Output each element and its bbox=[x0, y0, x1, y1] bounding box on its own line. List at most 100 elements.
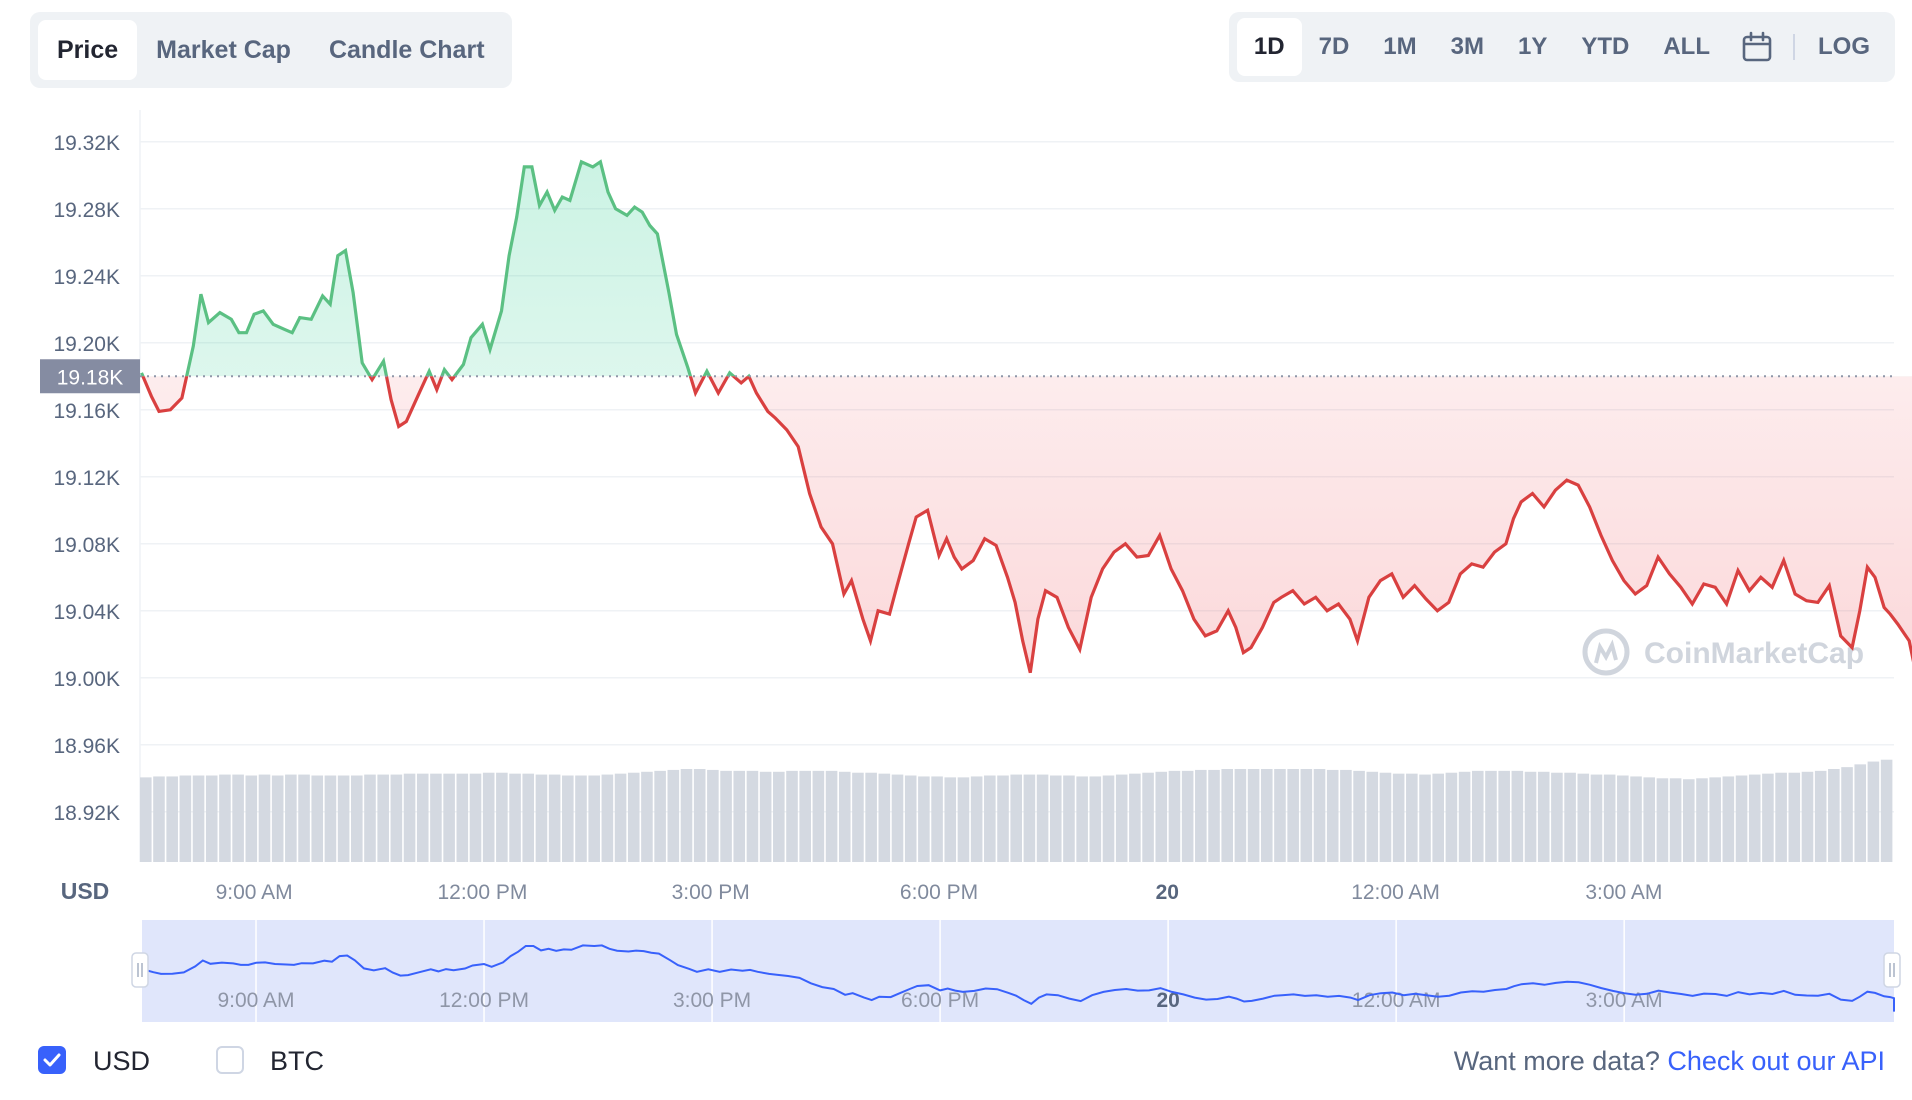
volume-bar bbox=[575, 775, 587, 862]
range-3m-button[interactable]: 3M bbox=[1450, 33, 1484, 60]
watermark-text: CoinMarketCap bbox=[1644, 637, 1864, 670]
log-scale-button[interactable]: LOG bbox=[1818, 33, 1870, 60]
calendar-button[interactable] bbox=[1727, 31, 1787, 63]
volume-bar bbox=[1287, 769, 1299, 862]
volume-bar bbox=[1340, 769, 1352, 862]
volume-bar bbox=[1630, 776, 1642, 862]
range-1m-button[interactable]: 1M bbox=[1383, 33, 1417, 60]
volume-bar bbox=[891, 774, 904, 862]
api-link[interactable]: Check out our API bbox=[1667, 1046, 1885, 1076]
volume-bar bbox=[1458, 771, 1471, 862]
x-tick-label: 20 bbox=[1156, 881, 1179, 904]
volume-bar bbox=[1788, 772, 1801, 862]
volume-bar bbox=[298, 774, 310, 862]
y-axis: 19.32K 19.28K 19.24K 19.20K 19.16K 19.12K 19.0… bbox=[53, 132, 120, 825]
volume-bar bbox=[838, 771, 851, 862]
volume-bar bbox=[1801, 771, 1814, 862]
volume-bar bbox=[654, 770, 666, 862]
volume-bar bbox=[324, 775, 337, 862]
volume-bar bbox=[1181, 770, 1194, 862]
y-tick-label: 19.12K bbox=[53, 467, 120, 490]
navigator-handle-right-icon[interactable] bbox=[1883, 952, 1901, 988]
volume-bar bbox=[1168, 770, 1181, 862]
y-tick-label: 19.28K bbox=[53, 199, 120, 222]
volume-bar bbox=[1247, 769, 1260, 862]
volume-bar bbox=[1049, 775, 1062, 862]
volume-bar bbox=[918, 776, 930, 862]
volume-bar bbox=[1432, 773, 1445, 862]
btc-checkbox[interactable] bbox=[216, 1046, 244, 1074]
volume-bar bbox=[786, 770, 798, 862]
y-tick-label: 19.16K bbox=[53, 400, 120, 423]
range-ytd-button[interactable]: YTD bbox=[1581, 33, 1630, 60]
volume-bars bbox=[140, 759, 1893, 862]
tab-candle-chart[interactable]: Candle Chart bbox=[328, 35, 485, 64]
volume-bar bbox=[1854, 764, 1867, 862]
volume-bar bbox=[1036, 774, 1049, 862]
volume-bar bbox=[1155, 771, 1168, 862]
volume-bar bbox=[1195, 769, 1207, 862]
tab-price[interactable]: Price bbox=[38, 20, 138, 80]
volume-bar bbox=[153, 776, 165, 862]
volume-bar bbox=[1814, 770, 1827, 862]
volume-bar bbox=[1867, 761, 1880, 862]
volume-bar bbox=[680, 769, 693, 862]
navigator-tick-label: 20 bbox=[1156, 989, 1179, 1012]
range-7d-button[interactable]: 7D bbox=[1318, 33, 1350, 60]
price-area-below bbox=[141, 376, 1912, 673]
volume-bar bbox=[1577, 773, 1590, 862]
y-tick-label: 19.08K bbox=[53, 534, 120, 557]
volume-bar bbox=[1696, 778, 1708, 862]
range-1y-button[interactable]: 1Y bbox=[1517, 33, 1548, 60]
x-tick-label: 3:00 PM bbox=[672, 881, 750, 904]
volume-bar bbox=[1511, 770, 1524, 862]
volume-bar bbox=[1445, 772, 1458, 862]
api-promo: Want more data? Check out our API bbox=[1454, 1046, 1885, 1077]
volume-bar bbox=[825, 770, 838, 862]
calendar-icon bbox=[1742, 31, 1772, 62]
volume-bar bbox=[1300, 769, 1313, 862]
volume-bar bbox=[601, 774, 614, 862]
volume-bar bbox=[1076, 776, 1088, 862]
range-all-button[interactable]: ALL bbox=[1663, 33, 1710, 60]
volume-bar bbox=[562, 775, 574, 862]
volume-bar bbox=[232, 774, 244, 862]
volume-bar bbox=[1656, 778, 1669, 862]
checkmark-icon bbox=[43, 1053, 61, 1067]
volume-bar bbox=[1841, 767, 1853, 862]
volume-bar bbox=[1537, 771, 1550, 862]
tab-market-cap[interactable]: Market Cap bbox=[156, 35, 291, 64]
navigator-handle-left-icon[interactable] bbox=[131, 952, 149, 988]
range-navigator[interactable]: 9:00 AM 12:00 PM 3:00 PM 6:00 PM 20 12:00 AM 3… bbox=[131, 920, 1901, 1022]
volume-bar bbox=[337, 775, 350, 862]
usd-checkbox[interactable] bbox=[38, 1046, 66, 1074]
btc-label: BTC bbox=[270, 1046, 324, 1076]
volume-bar bbox=[522, 773, 535, 862]
y-tick-label: 18.96K bbox=[53, 735, 120, 758]
volume-bar bbox=[219, 774, 231, 862]
navigator-tick-label: 12:00 PM bbox=[439, 989, 529, 1012]
volume-bar bbox=[1010, 774, 1022, 862]
volume-bar bbox=[1142, 772, 1154, 862]
navigator-tick-label: 9:00 AM bbox=[217, 989, 294, 1012]
volume-bar bbox=[469, 773, 482, 862]
volume-bar bbox=[693, 769, 706, 862]
volume-bar bbox=[1643, 777, 1656, 862]
y-tick-label: 19.04K bbox=[53, 601, 120, 624]
volume-bar bbox=[140, 777, 152, 862]
api-promo-text: Want more data? bbox=[1453, 1046, 1660, 1076]
volume-bar bbox=[509, 773, 521, 862]
volume-bar bbox=[1590, 774, 1603, 862]
volume-bar bbox=[285, 774, 297, 862]
volume-bar bbox=[931, 776, 943, 862]
usd-label: USD bbox=[93, 1046, 151, 1076]
volume-bar bbox=[865, 772, 877, 862]
navigator-line bbox=[143, 944, 1895, 1012]
range-1d-button[interactable]: 1D bbox=[1236, 18, 1302, 76]
volume-bar bbox=[1089, 776, 1102, 862]
volume-bar bbox=[1234, 769, 1247, 862]
volume-bar bbox=[1274, 769, 1286, 862]
volume-bar bbox=[430, 773, 442, 862]
volume-bar bbox=[1682, 779, 1695, 862]
time-range-selector: 1D 7D 1M 3M 1Y YTD ALL LOG bbox=[1228, 12, 1895, 82]
